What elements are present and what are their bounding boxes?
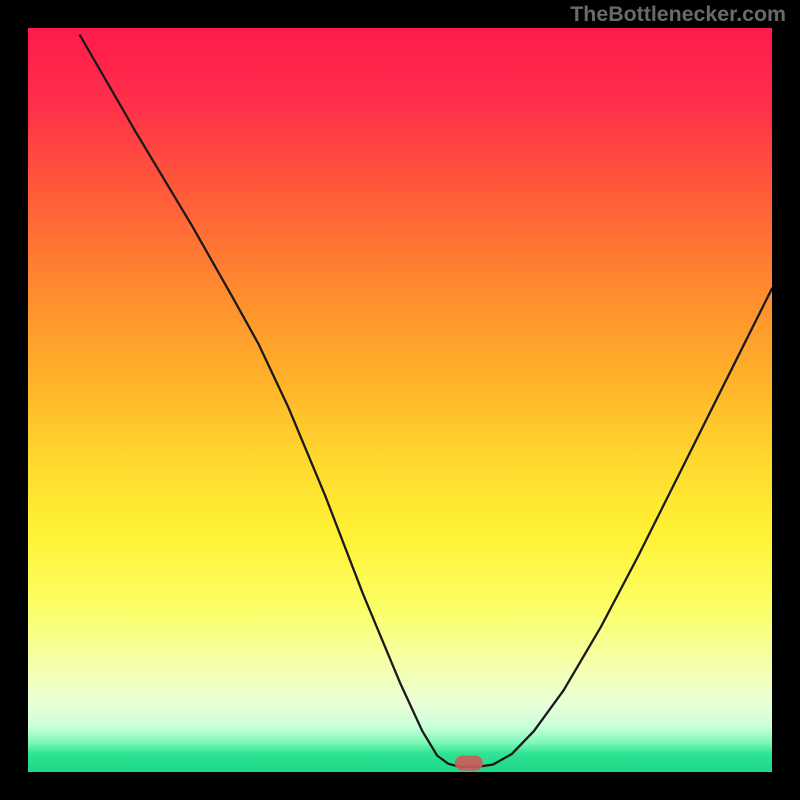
optimal-point-marker <box>455 756 483 771</box>
bottleneck-curve-plot <box>28 28 772 772</box>
bottleneck-curve <box>28 28 772 772</box>
watermark-thebottlenecker: TheBottlenecker.com <box>570 2 786 27</box>
chart-stage: TheBottlenecker.com <box>0 0 800 800</box>
